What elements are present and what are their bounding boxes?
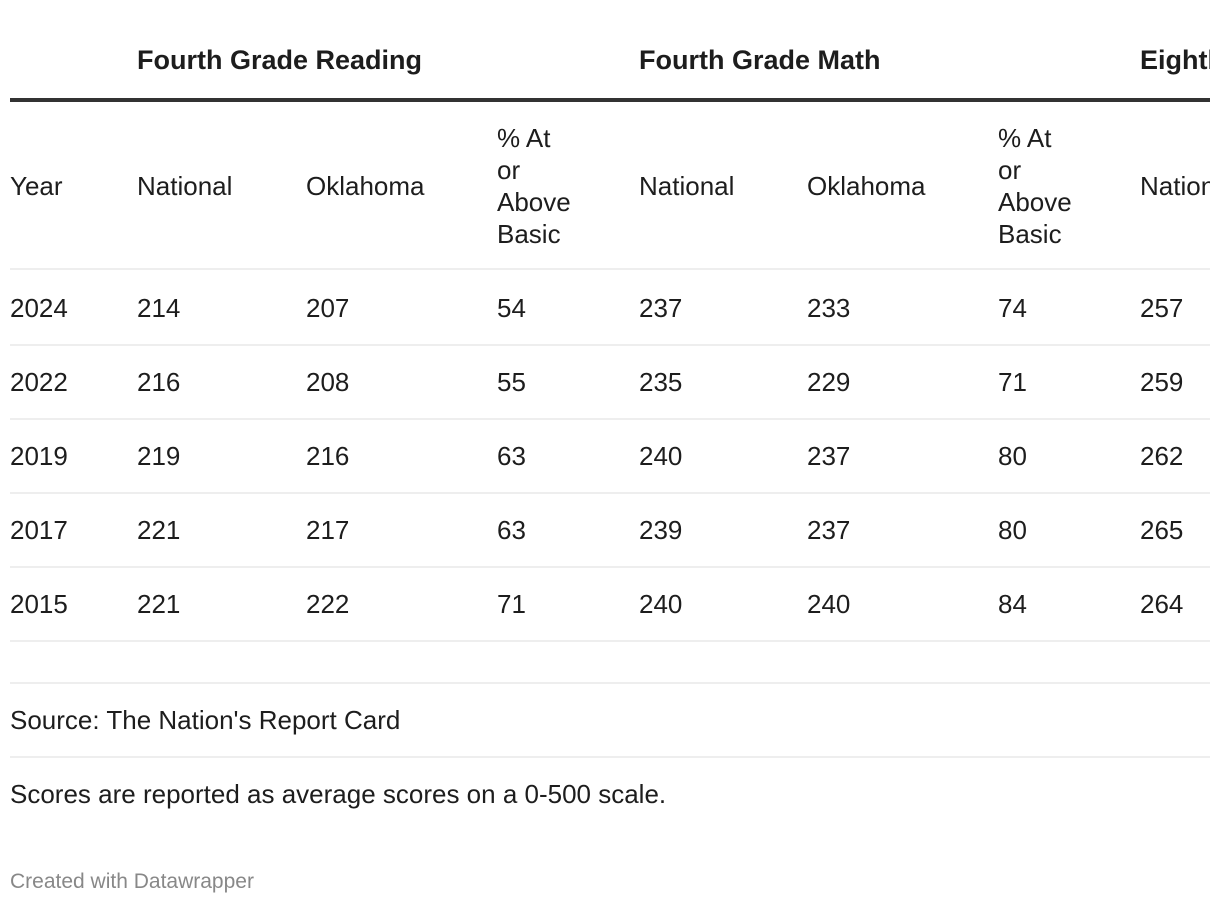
table-row: 2015 221 222 71 240 240 84 264	[10, 566, 1210, 642]
table-cell: 216	[306, 441, 350, 471]
table-cell: 265	[1140, 515, 1184, 545]
table-cell: 257	[1140, 293, 1184, 323]
table-cell: 221	[137, 515, 181, 545]
table-cell: 239	[639, 515, 683, 545]
column-header-line: Oklahoma	[306, 171, 425, 201]
table-cell: 240	[807, 589, 851, 619]
table-row: 2022 216 208 55 235 229 71 259	[10, 344, 1210, 420]
column-header-line: Year	[10, 171, 63, 201]
table-cell: 80	[998, 515, 1027, 545]
column-header-line: or	[497, 155, 521, 185]
table-cell: 240	[639, 589, 683, 619]
table-cell: 63	[497, 441, 526, 471]
table-cell: 221	[137, 589, 181, 619]
divider	[10, 756, 1210, 758]
table-cell: 235	[639, 367, 683, 397]
column-header-row: Year National Oklahoma% At or Above Basic Nati…	[10, 102, 1210, 270]
table-cell: 216	[137, 367, 181, 397]
table-cell: 219	[137, 441, 181, 471]
table-cell: 214	[137, 293, 181, 323]
column-header-line: National	[1140, 171, 1210, 201]
table-cell: 63	[497, 515, 526, 545]
table-row: 2017 221 217 63 239 237 80 265	[10, 492, 1210, 568]
column-header-line: or	[998, 155, 1022, 185]
notes: Scores are reported as average scores on…	[10, 779, 667, 809]
table-cell: 259	[1140, 367, 1184, 397]
table-cell: 208	[306, 367, 350, 397]
group-header-fourth-grade-math: Fourth Grade Math	[639, 45, 881, 75]
column-header: National	[1140, 170, 1210, 202]
column-header: % At or Above Basic	[497, 122, 571, 250]
column-header-line: % At	[497, 123, 551, 153]
column-header: National	[639, 170, 734, 202]
table-cell: 237	[639, 293, 683, 323]
table-cell: 222	[306, 589, 350, 619]
table-cell: 2022	[10, 367, 68, 397]
table-cell: 71	[497, 589, 526, 619]
group-header-fourth-grade-reading: Fourth Grade Reading	[137, 45, 423, 75]
column-header-line: National	[137, 171, 233, 201]
table-row: 2024 214 207 54 237 233 74 257	[10, 270, 1210, 346]
table-cell: 229	[807, 367, 851, 397]
table-cell: 207	[306, 293, 350, 323]
table-cell: 2017	[10, 515, 68, 545]
column-header-line: Basic	[497, 219, 561, 249]
column-header: % At or Above Basic	[998, 122, 1072, 250]
table-cell: 237	[807, 515, 851, 545]
table-cell: 54	[497, 293, 526, 323]
table-cell: 71	[998, 367, 1027, 397]
table-cell: 55	[497, 367, 526, 397]
table-cell: 2024	[10, 293, 68, 323]
table-cell: 2015	[10, 589, 68, 619]
group-header-eighth-grade: Eighth Grade Reading	[1140, 45, 1210, 75]
table-cell: 84	[998, 589, 1027, 619]
column-header-line: National	[639, 171, 735, 201]
table-cell: 2019	[10, 441, 68, 471]
column-header: Oklahoma	[807, 170, 926, 202]
divider	[10, 682, 1210, 684]
table-cell: 237	[807, 441, 851, 471]
source-note: Source: The Nation's Report Card	[10, 705, 401, 735]
table-cell: 262	[1140, 441, 1184, 471]
column-header-line: Oklahoma	[807, 171, 926, 201]
table-cell: 240	[639, 441, 683, 471]
table-cell: 233	[807, 293, 851, 323]
table-cell: 264	[1140, 589, 1184, 619]
header-divider	[10, 98, 1210, 102]
column-header: Oklahoma	[306, 170, 425, 202]
column-header: National	[137, 170, 232, 202]
table-cell: 74	[998, 293, 1027, 323]
column-header-line: % At	[998, 123, 1052, 153]
datawrapper-credit[interactable]: Created with Datawrapper	[10, 870, 254, 893]
column-header-line: Above	[998, 187, 1072, 217]
table-cell: 217	[306, 515, 350, 545]
table-row: 2019 219 216 63 240 237 80 262	[10, 418, 1210, 494]
column-header-line: Above	[497, 187, 571, 217]
table-cell: 80	[998, 441, 1027, 471]
column-header-line: Basic	[998, 219, 1062, 249]
data-table: Fourth Grade Reading Fourth Grade Math E…	[10, 0, 1210, 906]
column-header: Year	[10, 170, 63, 202]
